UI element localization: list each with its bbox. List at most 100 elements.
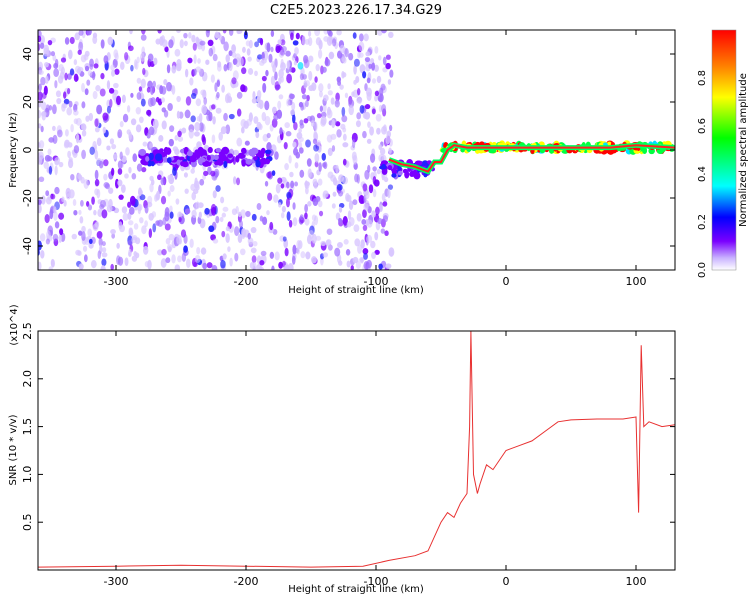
heatmap-cell (147, 53, 154, 62)
heatmap-cell (335, 92, 340, 102)
heatmap-cell (274, 71, 278, 81)
heatmap-cell (168, 39, 174, 49)
heatmap-cell (158, 135, 164, 142)
heatmap-cell (38, 199, 42, 205)
heatmap-cell (290, 32, 294, 41)
heatmap-cell (314, 76, 318, 83)
y-tick-label: -40 (21, 237, 34, 255)
heatmap-cell (72, 199, 77, 206)
heatmap-cell (371, 108, 376, 115)
heatmap-cell (341, 106, 346, 117)
heatmap-cell (247, 68, 254, 75)
heatmap-cell (304, 203, 309, 213)
heatmap-cell (146, 86, 151, 93)
heatmap-cell (305, 251, 311, 260)
heatmap-cell (320, 119, 326, 127)
heatmap-cell (369, 126, 374, 136)
heatmap-cell (234, 226, 240, 237)
heatmap-cell (348, 99, 355, 108)
heatmap-cell (265, 69, 269, 77)
heatmap-cell (206, 30, 210, 34)
heatmap-cell (224, 93, 230, 104)
heatmap-cell (257, 54, 263, 60)
heatmap-cell (284, 163, 289, 171)
heatmap-cell (177, 136, 184, 142)
heatmap-cell (164, 223, 171, 231)
heatmap-cell (114, 52, 119, 61)
heatmap-cell (308, 70, 313, 81)
heatmap-cell (216, 64, 222, 72)
heatmap-cell (352, 32, 357, 39)
heatmap-cell (231, 77, 237, 85)
colorbar-ticks: 0.0 0.2 0.4 0.6 0.8 (697, 70, 708, 278)
heatmap-cell (381, 193, 386, 202)
heatmap-cell (69, 68, 75, 76)
heatmap-cell (313, 180, 318, 189)
heatmap-cell (130, 92, 134, 98)
heatmap-cell (223, 41, 229, 52)
heatmap-cell (121, 155, 127, 163)
heatmap-cell (92, 35, 98, 45)
heatmap-cell (256, 102, 262, 108)
heatmap-cell (38, 176, 45, 183)
heatmap-cell (343, 239, 349, 245)
heatmap-cell (389, 69, 394, 78)
heatmap-cell (388, 147, 392, 154)
heatmap-cell (128, 166, 132, 174)
heatmap-cell (342, 57, 347, 64)
heatmap-cell (271, 265, 275, 270)
heatmap-cell (319, 105, 324, 112)
heatmap-cell (353, 224, 360, 233)
heatmap-cell (45, 190, 50, 197)
heatmap-cell (70, 123, 74, 133)
heatmap-cell (78, 263, 84, 270)
heatmap-cell (221, 230, 226, 238)
heatmap-cell (308, 230, 315, 239)
heatmap-cell (326, 228, 333, 236)
heatmap-cell (313, 144, 320, 152)
heatmap-cell (121, 206, 128, 214)
heatmap-cell (256, 203, 262, 211)
heatmap-cell (129, 206, 135, 215)
heatmap-cell (303, 59, 310, 69)
x-tick-label: 0 (503, 275, 510, 288)
heatmap-cell (281, 205, 286, 213)
heatmap-cell (211, 104, 216, 110)
heatmap-cell (280, 76, 284, 83)
heatmap-cell (198, 157, 206, 163)
heatmap-cell (220, 126, 227, 135)
heatmap-cell (237, 233, 243, 243)
heatmap-cell (321, 153, 326, 161)
heatmap-cell (290, 109, 295, 116)
heatmap-cell (147, 195, 153, 205)
heatmap-cell (191, 34, 196, 43)
heatmap-cell (286, 73, 292, 84)
heatmap-cell (68, 189, 75, 199)
heatmap-cell (195, 98, 202, 107)
heatmap-cell (255, 160, 261, 168)
heatmap-cell (366, 234, 373, 243)
heatmap-cell (138, 116, 144, 124)
heatmap-cell (323, 30, 329, 35)
heatmap-cell (189, 155, 197, 163)
heatmap-cell (101, 241, 106, 247)
heatmap-cell (117, 160, 123, 169)
heatmap-cell (367, 164, 371, 173)
heatmap-cell (144, 205, 149, 214)
heatmap-cell (73, 73, 79, 82)
heatmap-cell (215, 107, 222, 114)
heatmap-cell (278, 261, 284, 269)
heatmap-cell (94, 188, 99, 196)
heatmap-cell (315, 64, 320, 72)
heatmap-cell (265, 158, 271, 165)
heatmap-cell (355, 75, 360, 84)
heatmap-cell (259, 37, 264, 46)
heatmap-cell (38, 30, 42, 37)
heatmap-cell (106, 80, 111, 90)
heatmap-cell (210, 170, 216, 177)
heatmap-cell (201, 134, 206, 143)
heatmap-cell (339, 44, 345, 54)
heatmap-cell (125, 147, 130, 156)
heatmap-cell (298, 147, 304, 154)
heatmap-cell (366, 138, 372, 144)
